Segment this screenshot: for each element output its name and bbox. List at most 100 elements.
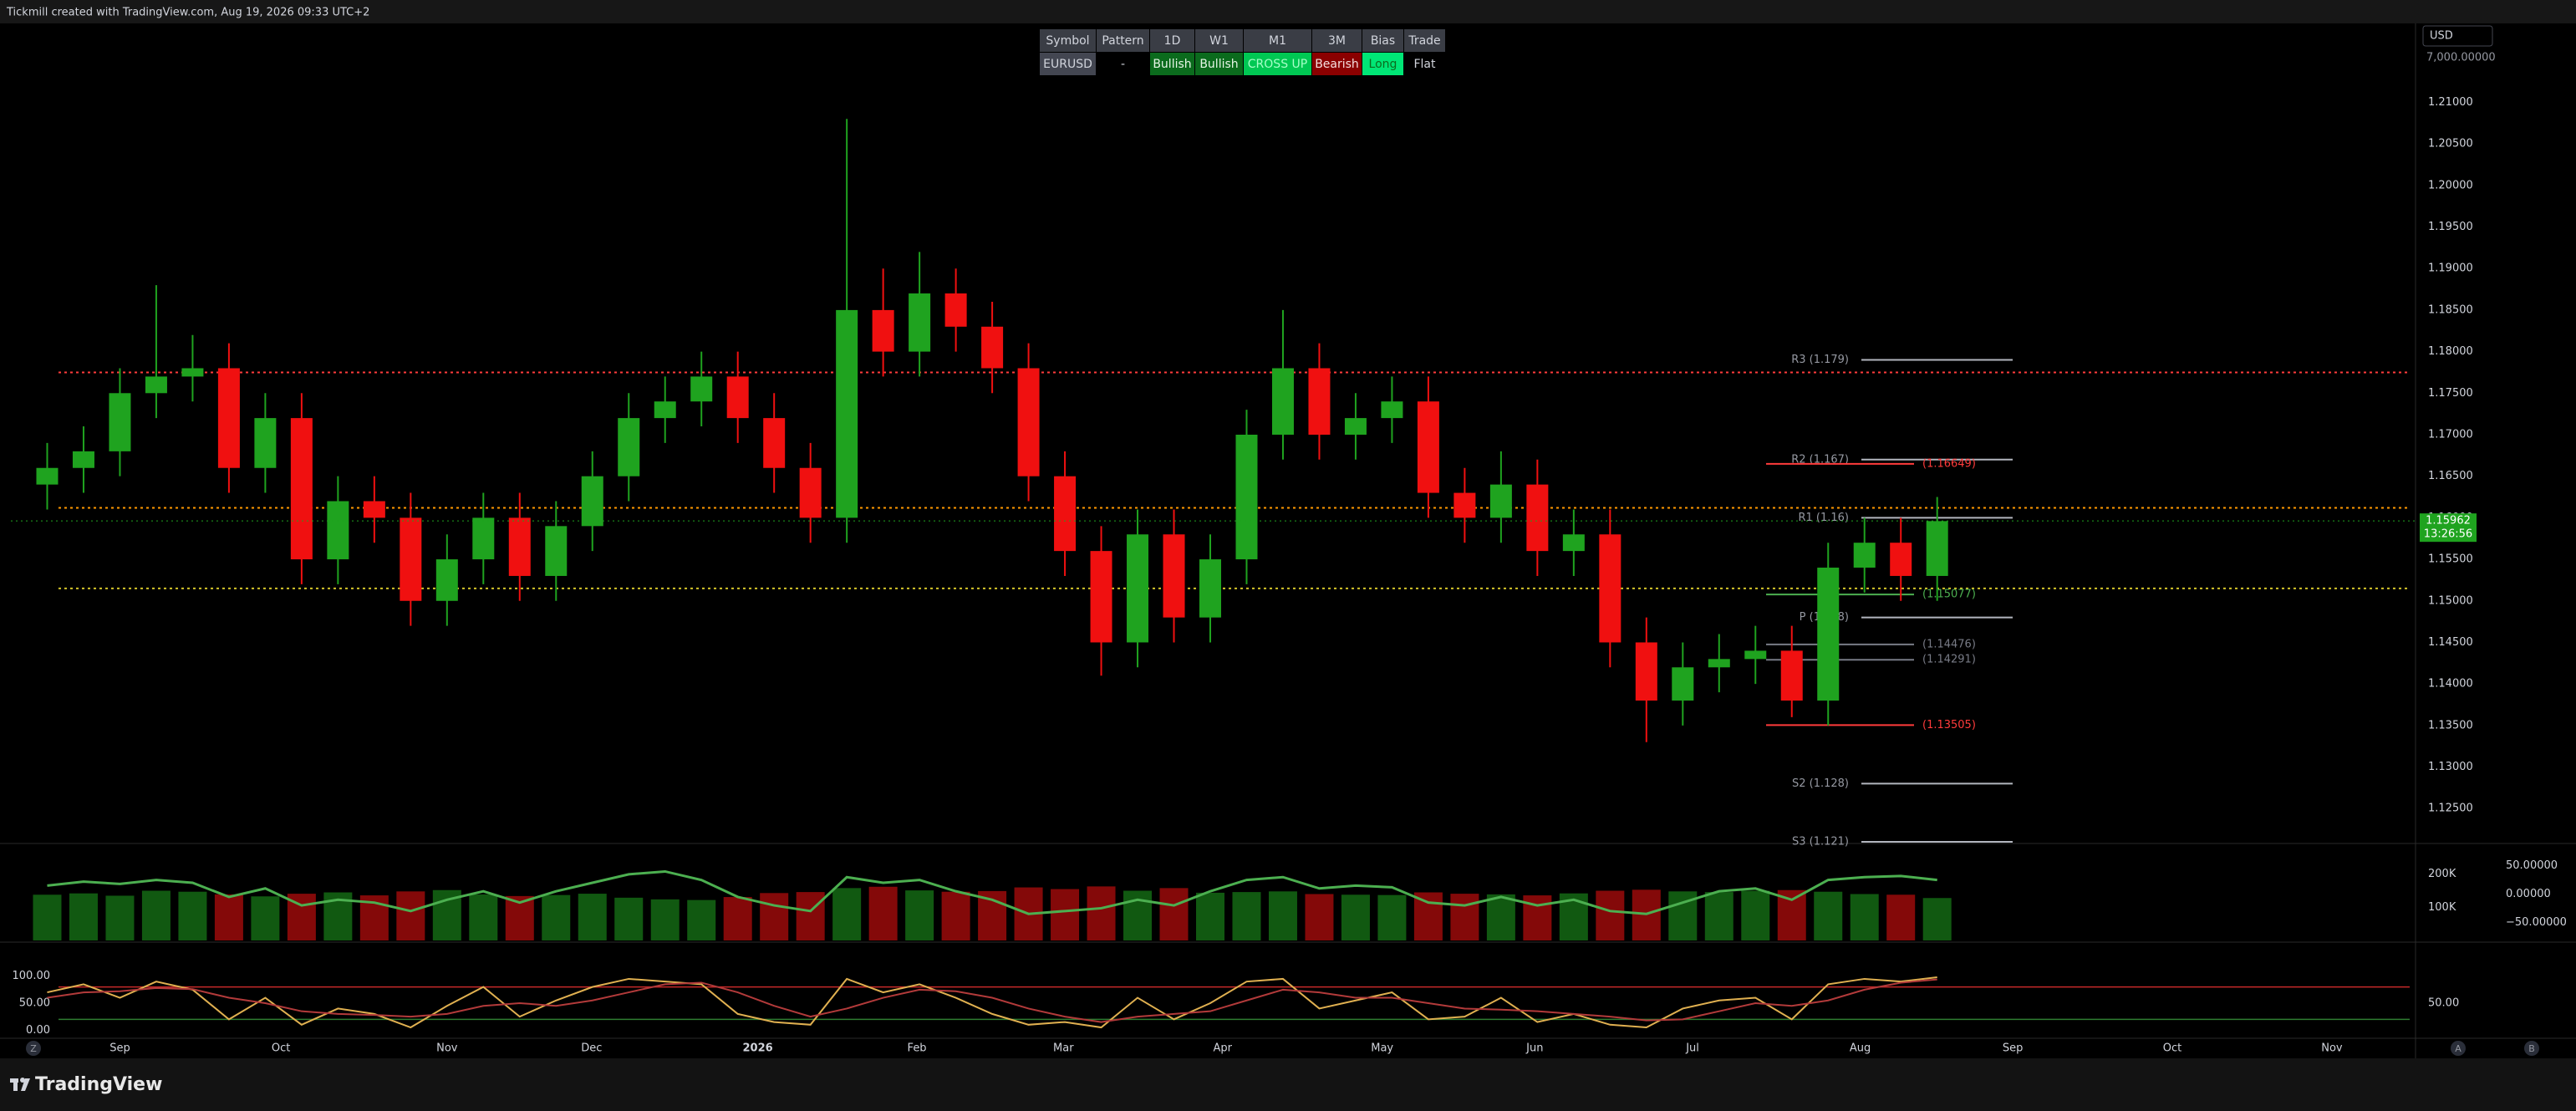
level-label: (1.14291) (1922, 654, 1976, 666)
candle-body (145, 376, 167, 394)
y2-tick-label: 50.00000 (2506, 859, 2558, 872)
pivot-label: S3 (1.121) (1792, 836, 1849, 849)
table-cell: - (1097, 53, 1149, 75)
volume-bar (178, 891, 207, 940)
control-label[interactable]: Z (30, 1043, 37, 1054)
candle-body (1489, 484, 1512, 518)
y-tick-label: 1.13500 (2428, 719, 2473, 731)
currency[interactable]: USD (2430, 30, 2453, 43)
volume-bar (1922, 898, 1952, 940)
candle-body (435, 559, 458, 601)
footer-bar (0, 1058, 2576, 1111)
table-header-cell: 1D (1150, 29, 1194, 52)
y-tick-label: 1.16500 (2428, 470, 2473, 482)
control-label[interactable]: A (2455, 1043, 2461, 1054)
volume-bar (614, 897, 644, 940)
volume-bar (69, 893, 98, 940)
candle-body (1417, 401, 1439, 493)
volume-bar (542, 894, 571, 940)
candle-body (1599, 534, 1621, 643)
footer-brand: TradingView (35, 1074, 162, 1095)
table-cell: Bearish (1312, 53, 1362, 75)
candle-body (36, 467, 59, 485)
volume-bar (1232, 892, 1261, 940)
candle-body (1453, 492, 1476, 518)
candle-body (181, 368, 204, 377)
x-tick-label: Aug (1850, 1042, 1871, 1055)
volume-bar (1377, 894, 1407, 940)
candle-body (1817, 568, 1840, 701)
y-tick-label: 200K (2428, 868, 2456, 880)
volume-bar (33, 894, 62, 940)
candle-body (290, 418, 313, 560)
oscillator-line (47, 869, 1937, 915)
scale-label: 7,000.00000 (2426, 52, 2496, 64)
x-tick-label: Jun (1525, 1042, 1543, 1055)
candle-body (327, 501, 349, 560)
candle-body (1708, 659, 1730, 668)
candle-body (690, 376, 713, 402)
control-button[interactable] (26, 1041, 41, 1056)
y2-tick-label: −50.00000 (2506, 916, 2567, 929)
candle-body (363, 501, 385, 518)
volume-bar (141, 890, 171, 940)
volume-bar (1886, 894, 1916, 940)
candle-body (1381, 401, 1403, 419)
volume-bar (1087, 886, 1116, 940)
candle-body (1017, 368, 1040, 477)
candle-body (654, 401, 676, 419)
candle-body (217, 368, 240, 468)
candle-body (72, 451, 94, 468)
candle-body (1526, 484, 1549, 552)
volume-bar (1305, 894, 1334, 940)
candle-body (1235, 434, 1258, 560)
volume-bar (796, 892, 825, 940)
control-button[interactable] (2451, 1041, 2466, 1056)
candle-body (1344, 418, 1367, 435)
candle-body (1199, 559, 1221, 618)
table-cell: Long (1362, 53, 1403, 75)
volume-bar (1704, 892, 1733, 940)
volume-bar (941, 891, 970, 940)
y-tick-label: 1.19500 (2428, 221, 2473, 233)
x-tick-label: Mar (1053, 1042, 1074, 1055)
volume-bar (214, 894, 243, 940)
candle-body (1780, 650, 1803, 701)
volume-bar (469, 894, 498, 940)
candle-body (1853, 543, 1876, 568)
x-tick-label: Sep (109, 1042, 130, 1055)
control-label[interactable]: B (2528, 1043, 2535, 1054)
control-button[interactable] (2524, 1041, 2539, 1056)
last-price-tag (2420, 513, 2477, 543)
volume-bar (723, 897, 752, 940)
table-cell: Flat (1404, 53, 1445, 75)
y-tick-label: 100.00 (13, 970, 51, 982)
candle-body (508, 517, 531, 576)
x-tick-label: Nov (2321, 1042, 2343, 1055)
volume-bar (1196, 892, 1224, 940)
y-tick-label: 1.17500 (2428, 387, 2473, 400)
candle-body (763, 418, 786, 468)
level-label: (1.13505) (1922, 719, 1976, 731)
table-header-cell: Trade (1404, 29, 1445, 52)
candle-body (872, 309, 894, 352)
candle-body (1271, 368, 1294, 435)
x-tick-label: Feb (908, 1042, 927, 1055)
x-tick-label: Sep (2003, 1042, 2024, 1055)
candle-body (909, 293, 931, 352)
top-bar (0, 0, 2576, 23)
y-tick-label: 1.21000 (2428, 96, 2473, 109)
candle-body (1127, 534, 1149, 643)
candle-body (1744, 650, 1767, 660)
table-header-cell: Bias (1362, 29, 1403, 52)
currency-box[interactable] (2422, 25, 2493, 47)
volume-bar (760, 893, 789, 940)
volume-bar (1486, 894, 1515, 940)
x-tick-label: Oct (272, 1042, 290, 1055)
candle-body (254, 418, 277, 468)
y-tick-label: 0.00 (26, 1024, 50, 1037)
y-tick-label: 1.12500 (2428, 803, 2473, 815)
candle-body (981, 326, 1004, 369)
candle-body (1926, 521, 1948, 576)
y-tick-label: 1.20000 (2428, 179, 2473, 191)
